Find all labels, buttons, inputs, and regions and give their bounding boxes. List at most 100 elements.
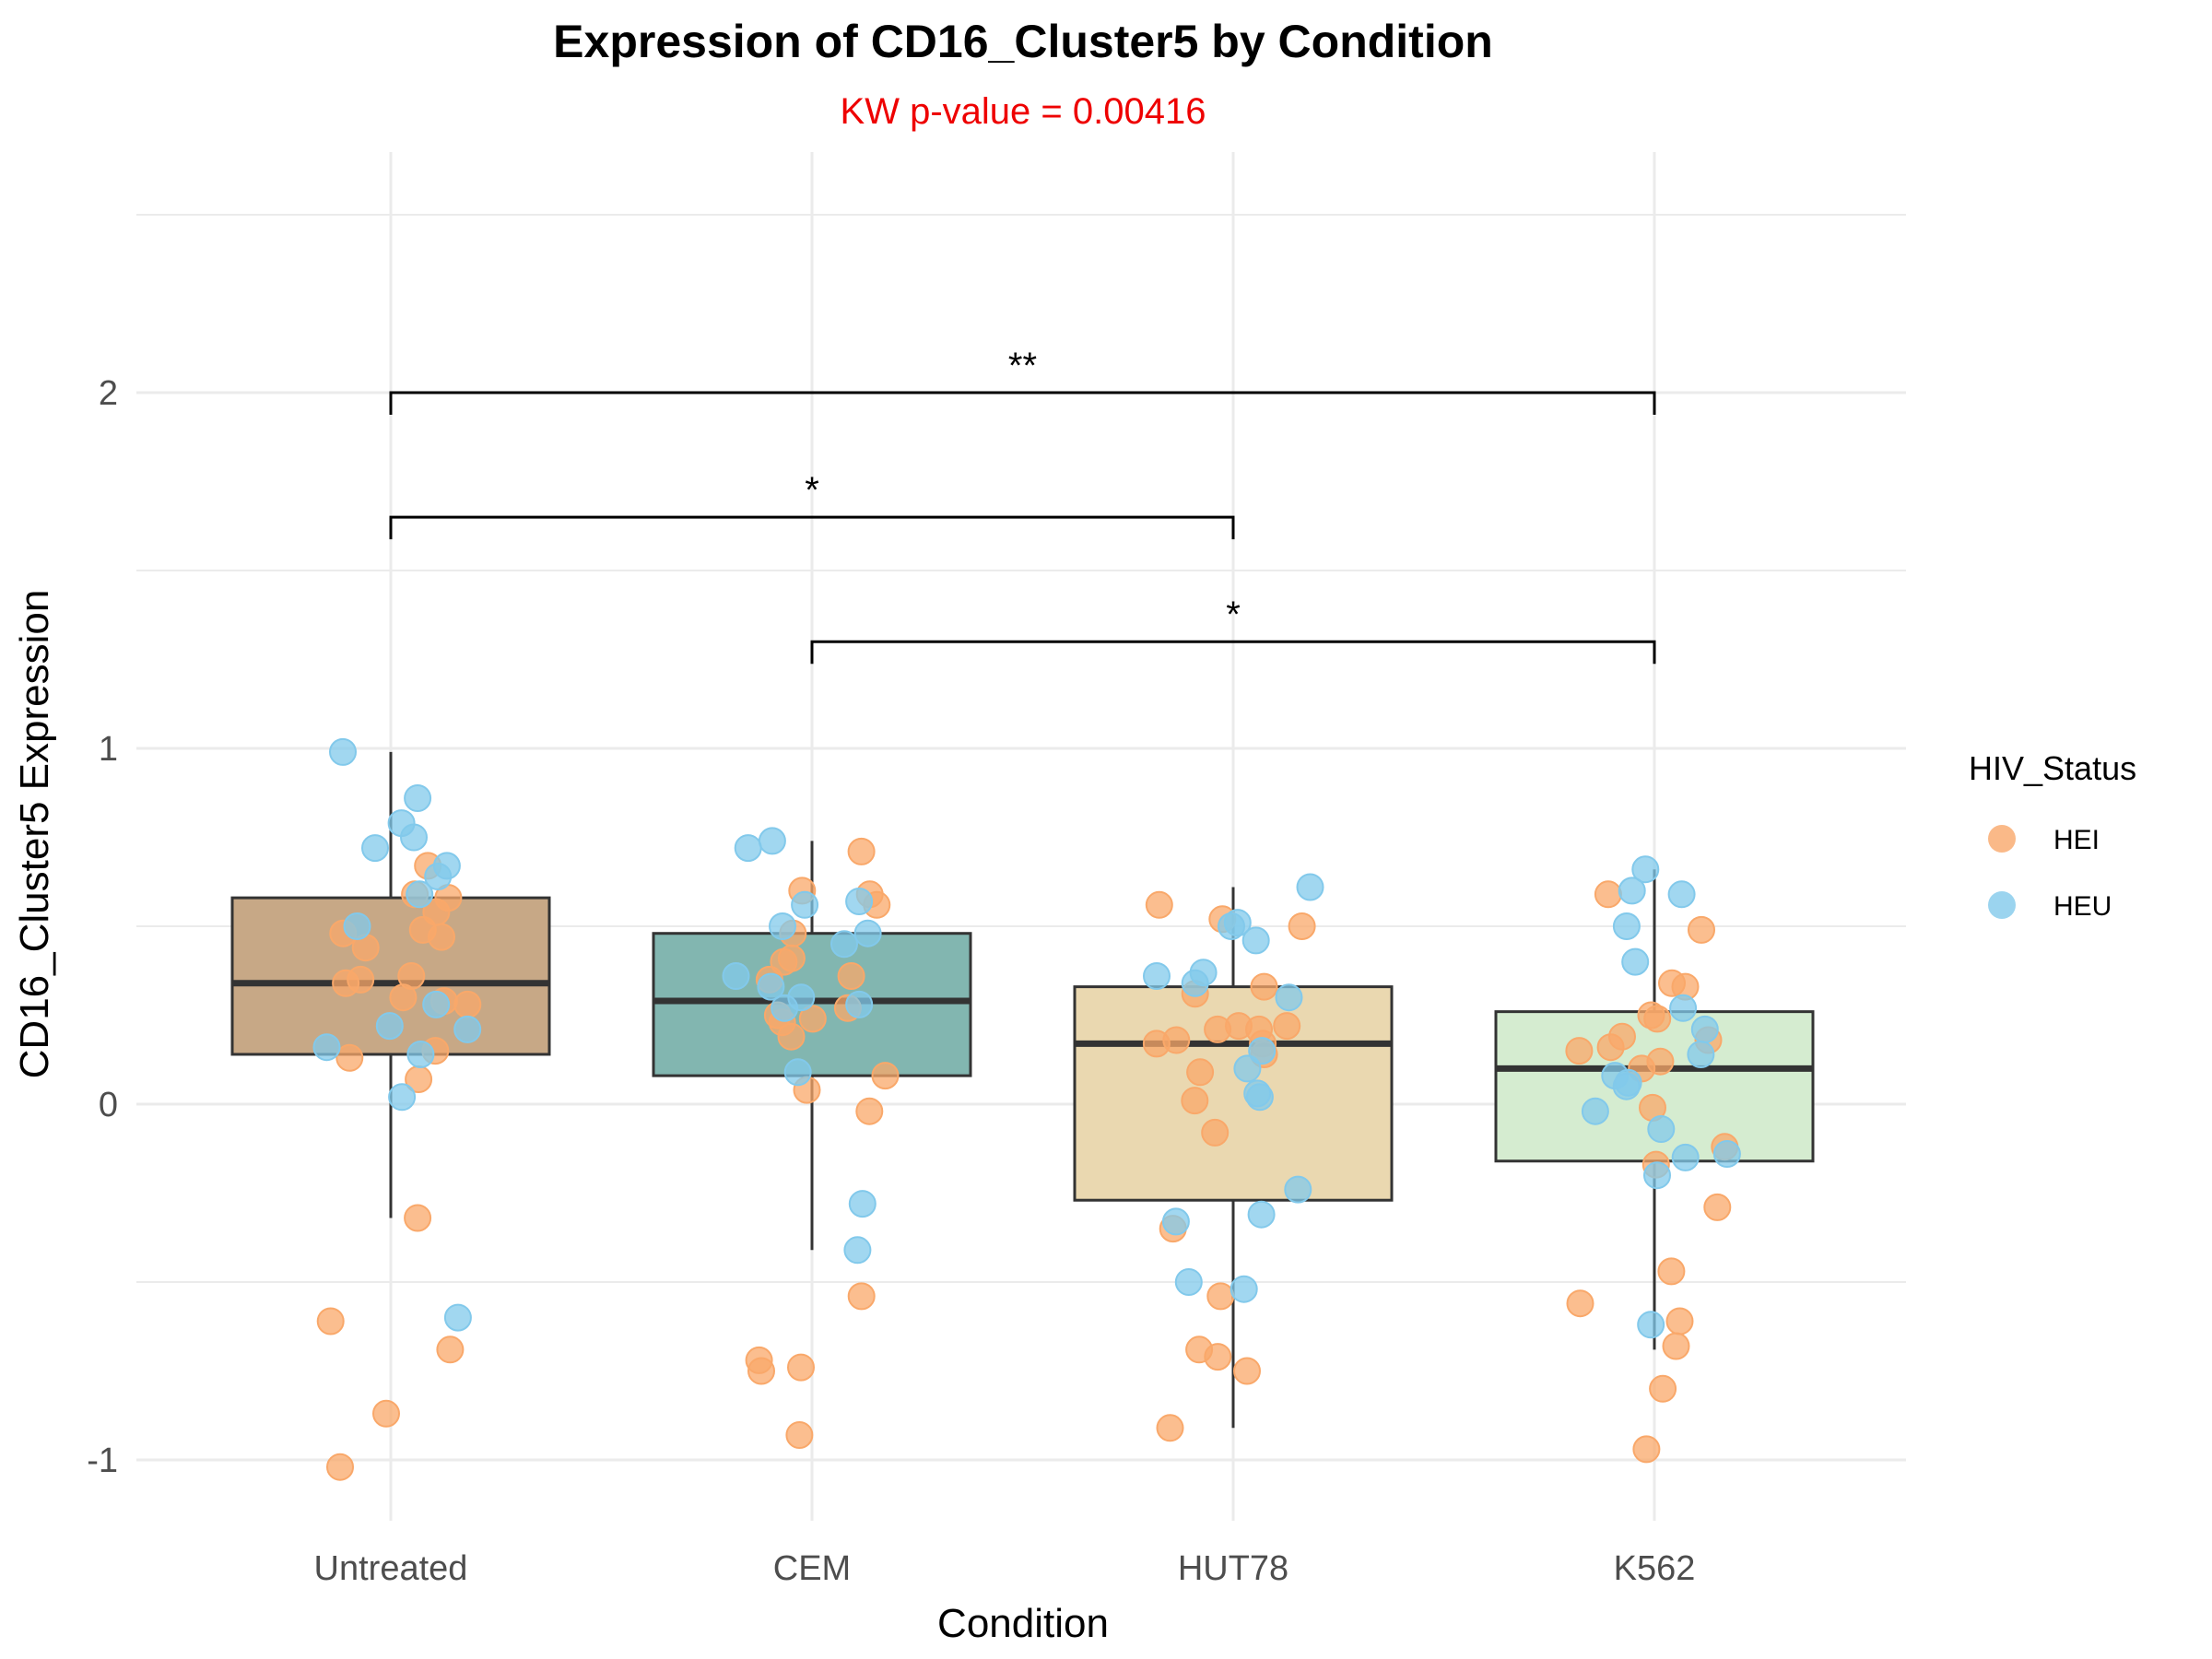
legend: HIV_Status HEI HEU — [1969, 749, 2136, 922]
point-heu — [387, 809, 416, 838]
point-hei — [1632, 1435, 1661, 1464]
point-heu — [406, 1041, 435, 1068]
point-hei — [1142, 1030, 1171, 1058]
point-hei — [389, 983, 418, 1012]
y-axis-title: CD16_Cluster5 Expression — [12, 590, 57, 1079]
point-heu — [1671, 1143, 1700, 1171]
point-hei — [1185, 1335, 1214, 1364]
point-hei — [1288, 912, 1316, 940]
legend-label-hei: HEI — [2053, 825, 2100, 855]
point-hei — [1181, 1087, 1209, 1115]
point-hei — [332, 969, 360, 997]
y-tick-label: 1 — [99, 730, 118, 769]
point-heu — [769, 912, 796, 940]
sig-label-untreated-k562: ** — [1008, 346, 1037, 386]
x-tick-label-untreated: Untreated — [314, 1549, 468, 1588]
point-heu — [1161, 1207, 1190, 1236]
x-tick-label-cem: CEM — [773, 1549, 851, 1588]
point-hei — [1657, 1257, 1686, 1286]
x-axis-ticks: Untreated CEM HUT78 K562 — [314, 1549, 1696, 1588]
point-heu — [1618, 877, 1646, 905]
point-heu — [1233, 1054, 1262, 1083]
point-heu — [1612, 1072, 1641, 1100]
point-heu — [848, 1190, 877, 1218]
point-hei — [1233, 1357, 1261, 1385]
point-heu — [1669, 994, 1698, 1022]
point-heu — [312, 1033, 341, 1062]
point-hei — [1145, 890, 1173, 919]
point-heu — [1643, 1161, 1671, 1190]
bracket-untreated-hut78 — [389, 515, 1235, 540]
point-hei — [871, 1062, 900, 1090]
point-heu — [1687, 1041, 1715, 1068]
point-hei — [1649, 1374, 1677, 1403]
point-heu — [1230, 1275, 1258, 1303]
point-heu — [1241, 926, 1270, 955]
point-hei — [1594, 880, 1622, 909]
legend-title: HIV_Status — [1969, 749, 2136, 787]
point-heu — [1174, 1268, 1203, 1296]
x-axis-title: Condition — [937, 1601, 1109, 1646]
point-hei — [326, 1453, 354, 1481]
point-heu — [791, 890, 819, 919]
point-hei — [372, 1399, 400, 1428]
bracket-untreated-k562 — [389, 391, 1656, 415]
point-heu — [1690, 1015, 1719, 1043]
point-hei — [428, 923, 455, 951]
point-hei — [787, 1353, 815, 1382]
point-hei — [335, 1043, 364, 1072]
point-hei — [1703, 1193, 1732, 1221]
bracket-cem-k562 — [810, 640, 1656, 665]
point-hei — [837, 962, 865, 990]
point-heu — [843, 1236, 872, 1265]
point-heu — [734, 834, 762, 863]
chart-title: Expression of CD16_Cluster5 by Condition — [553, 16, 1493, 67]
point-hei — [1662, 1332, 1690, 1360]
point-hei — [1646, 1047, 1675, 1076]
point-heu — [1143, 962, 1171, 990]
point-heu — [422, 990, 451, 1018]
point-hei — [1608, 1022, 1636, 1051]
point-heu — [343, 912, 371, 940]
point-hei — [1566, 1289, 1594, 1318]
point-hei — [1204, 1015, 1232, 1043]
point-heu — [1637, 1311, 1665, 1339]
point-hei — [855, 1097, 884, 1125]
point-hei — [1250, 972, 1278, 1001]
x-tick-label-k562: K562 — [1614, 1549, 1696, 1588]
point-heu — [1243, 1079, 1272, 1108]
point-hei — [847, 1282, 876, 1311]
point-hei — [745, 1346, 773, 1374]
point-heu — [1612, 912, 1641, 940]
point-heu — [1621, 947, 1650, 976]
legend-label-heu: HEU — [2053, 891, 2112, 922]
point-hei — [1273, 1012, 1301, 1041]
point-heu — [845, 888, 874, 915]
point-heu — [1218, 912, 1245, 940]
point-hei — [1688, 915, 1715, 944]
x-tick-label-hut78: HUT78 — [1178, 1549, 1288, 1588]
point-hei — [847, 837, 876, 865]
y-axis-ticks: -1 0 1 2 — [87, 374, 118, 1480]
point-heu — [758, 827, 786, 855]
point-hei — [453, 990, 482, 1018]
legend-marker-hei — [1988, 825, 2016, 853]
point-hei — [436, 1335, 465, 1364]
point-hei — [1201, 1118, 1230, 1147]
point-heu — [1248, 1037, 1277, 1065]
point-heu — [404, 784, 432, 812]
y-tick-label: 0 — [99, 1086, 118, 1124]
point-heu — [1247, 1200, 1276, 1229]
point-heu — [1631, 855, 1660, 884]
point-heu — [830, 930, 858, 959]
point-heu — [1181, 969, 1209, 997]
point-heu — [757, 972, 785, 1001]
data-points — [312, 737, 1741, 1481]
point-heu — [453, 1015, 482, 1043]
point-heu — [1581, 1097, 1609, 1125]
point-heu — [432, 852, 461, 880]
point-hei — [1665, 1307, 1694, 1335]
point-heu — [443, 1303, 472, 1332]
point-heu — [783, 1058, 812, 1087]
